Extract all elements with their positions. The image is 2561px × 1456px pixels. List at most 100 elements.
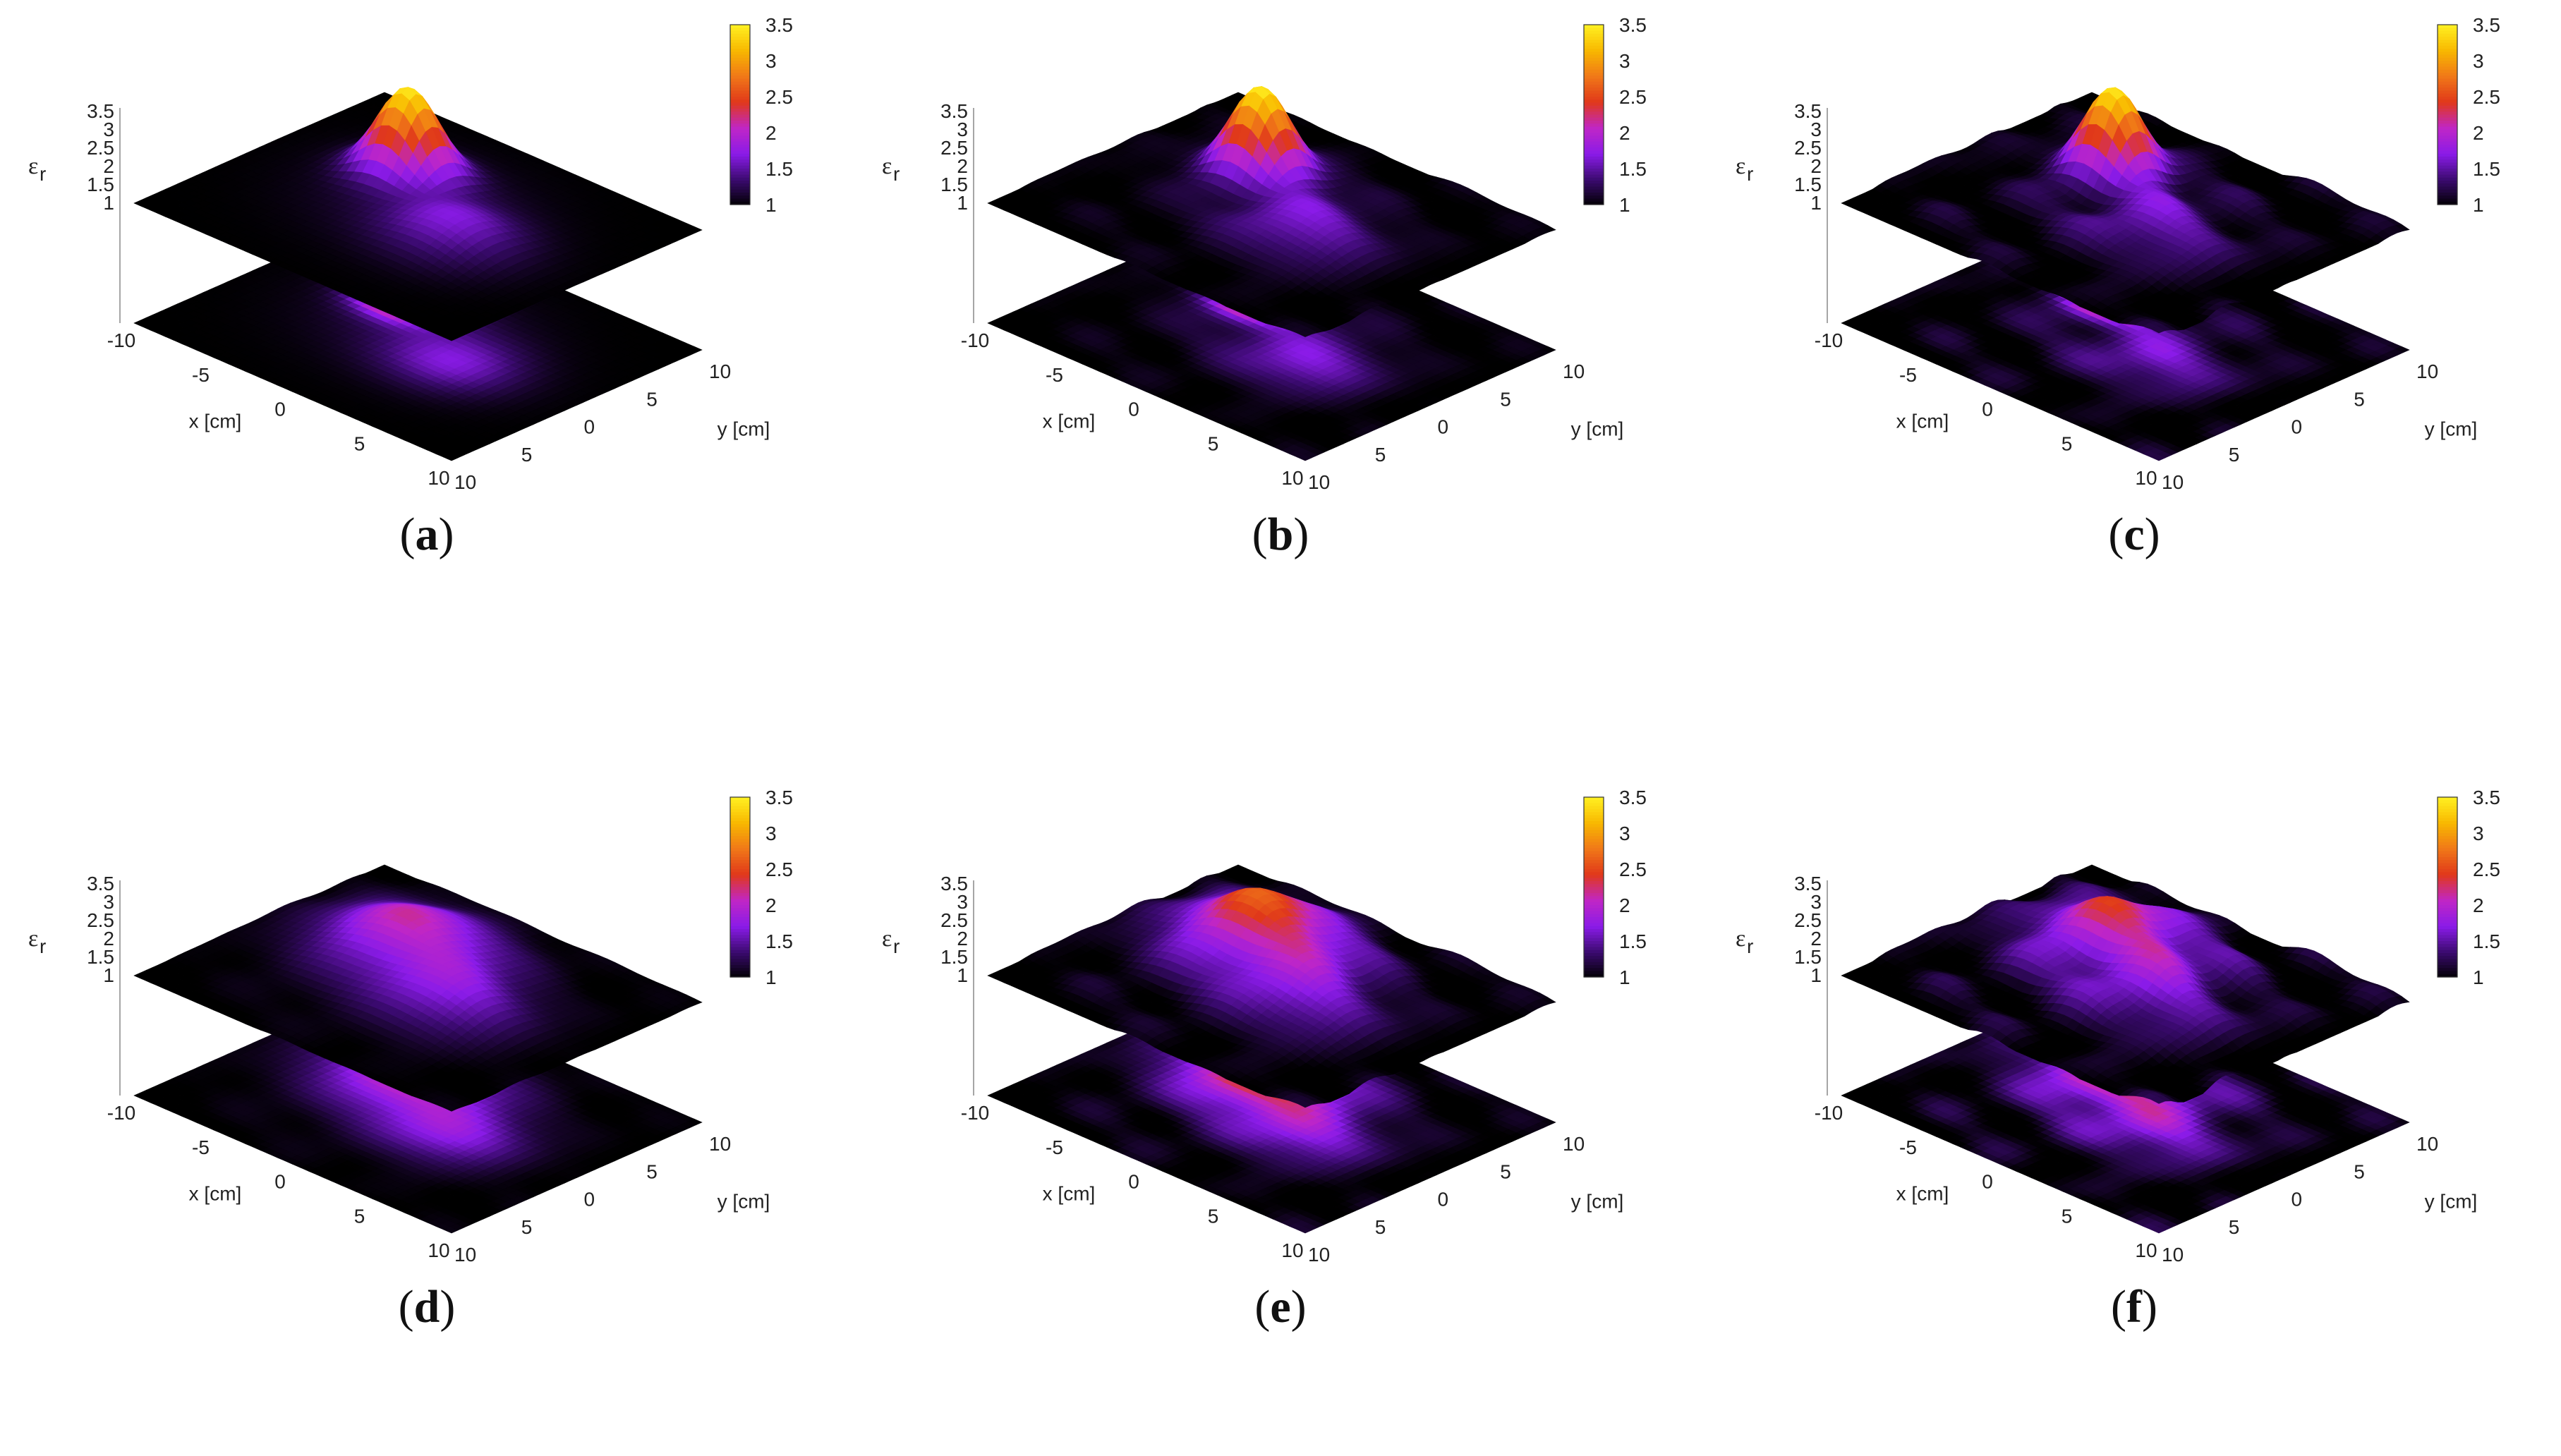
colorbar-segment: [730, 914, 750, 918]
colorbar-segment: [730, 824, 750, 827]
colorbar-segment: [730, 67, 750, 71]
colorbar-segment: [2438, 881, 2457, 885]
colorbar-segment: [730, 79, 750, 83]
colorbar-segment: [2438, 121, 2457, 124]
colorbar-segment: [730, 968, 750, 971]
colorbar-tick-label: 2: [765, 894, 777, 916]
colorbar-segment: [730, 139, 750, 142]
colorbar-tick-label: 1.5: [2473, 158, 2500, 180]
colorbar-segment: [730, 830, 750, 834]
colorbar-segment: [1584, 49, 1604, 52]
colorbar-segment: [2438, 85, 2457, 88]
colorbar-segment: [2438, 142, 2457, 145]
colorbar-segment: [2438, 51, 2457, 55]
colorbar-segment: [1584, 51, 1604, 55]
colorbar-segment: [730, 971, 750, 975]
colorbar-segment: [730, 878, 750, 882]
colorbar-segment: [730, 31, 750, 35]
colorbar-segment: [2438, 941, 2457, 945]
y-tick-label: 10: [1563, 1133, 1585, 1155]
x-axis-label: x [cm]: [1896, 411, 1949, 432]
colorbar-segment: [730, 171, 750, 175]
x-tick-label: 10: [2135, 1239, 2157, 1261]
colorbar-segment: [2438, 812, 2457, 815]
y-tick-label: 5: [1500, 1160, 1511, 1182]
x-axis-label: x [cm]: [1043, 411, 1096, 432]
y-tick-label: 0: [1438, 416, 1449, 438]
colorbar-segment: [2438, 46, 2457, 49]
y-tick-label: 10: [2162, 471, 2184, 493]
colorbar-segment: [730, 812, 750, 815]
y-tick-label: 5: [2229, 1216, 2240, 1238]
colorbar-segment: [730, 157, 750, 160]
y-tick-label: 0: [1438, 1189, 1449, 1211]
colorbar-tick-label: 2: [1619, 894, 1630, 916]
colorbar-segment: [1584, 109, 1604, 112]
colorbar-segment: [2438, 956, 2457, 959]
colorbar-segment: [2438, 115, 2457, 119]
colorbar-segment: [2438, 968, 2457, 971]
colorbar-segment: [2438, 965, 2457, 969]
colorbar-segment: [2438, 821, 2457, 825]
colorbar-segment: [1584, 166, 1604, 169]
colorbar-segment: [730, 935, 750, 939]
colorbar-segment: [730, 851, 750, 855]
colorbar-segment: [1584, 139, 1604, 142]
colorbar: 11.522.533.5: [730, 14, 793, 216]
y-tick-label: 10: [1308, 471, 1330, 493]
colorbar-segment: [1584, 123, 1604, 127]
colorbar-segment: [730, 63, 750, 67]
colorbar-segment: [2438, 869, 2457, 873]
colorbar-segment: [2438, 166, 2457, 169]
y-tick-label: 5: [1500, 388, 1511, 410]
x-tick-label: -10: [961, 1102, 989, 1124]
colorbar-segment: [730, 845, 750, 849]
colorbar-tick-label: 2: [1619, 122, 1630, 144]
colorbar-segment: [2438, 962, 2457, 966]
colorbar-segment: [730, 899, 750, 903]
colorbar-segment: [1584, 82, 1604, 85]
colorbar-segment: [1584, 872, 1604, 875]
colorbar-segment: [2438, 75, 2457, 79]
colorbar-segment: [2438, 854, 2457, 858]
colorbar-segment: [1584, 171, 1604, 175]
colorbar-segment: [730, 130, 750, 133]
colorbar-segment: [1584, 965, 1604, 969]
colorbar-segment: [730, 827, 750, 831]
colorbar-segment: [2438, 866, 2457, 870]
colorbar-segment: [2438, 199, 2457, 202]
colorbar-segment: [2438, 953, 2457, 957]
subfigure-label: (b): [854, 508, 1707, 562]
colorbar-segment: [1584, 199, 1604, 202]
colorbar-segment: [1584, 845, 1604, 849]
colorbar-segment: [730, 118, 750, 121]
colorbar-segment: [730, 121, 750, 124]
colorbar-segment: [730, 857, 750, 861]
colorbar-segment: [2438, 971, 2457, 975]
colorbar-segment: [1584, 920, 1604, 923]
z-ticks: 11.522.533.5: [1794, 873, 1822, 986]
colorbar-tick-label: 2.5: [2473, 86, 2500, 108]
colorbar-segment: [1584, 169, 1604, 172]
colorbar-segment: [730, 147, 750, 151]
y-tick-label: 10: [709, 360, 731, 382]
colorbar-segment: [730, 43, 750, 47]
z-tick-label: 3.5: [1794, 100, 1822, 122]
colorbar-segment: [730, 46, 750, 49]
colorbar-segment: [730, 872, 750, 875]
colorbar-segment: [730, 965, 750, 969]
colorbar-segment: [1584, 836, 1604, 839]
colorbar-segment: [2438, 97, 2457, 100]
colorbar-segment: [1584, 887, 1604, 891]
x-tick-label: -10: [961, 329, 989, 351]
colorbar-tick-label: 2.5: [2473, 859, 2500, 880]
colorbar-segment: [2438, 43, 2457, 47]
colorbar-segment: [730, 839, 750, 843]
colorbar-segment: [730, 145, 750, 148]
x-tick-label: 10: [1281, 467, 1303, 489]
colorbar-segment: [730, 40, 750, 43]
colorbar-segment: [730, 187, 750, 190]
colorbar-segment: [1584, 893, 1604, 897]
y-tick-label: 10: [1308, 1244, 1330, 1266]
